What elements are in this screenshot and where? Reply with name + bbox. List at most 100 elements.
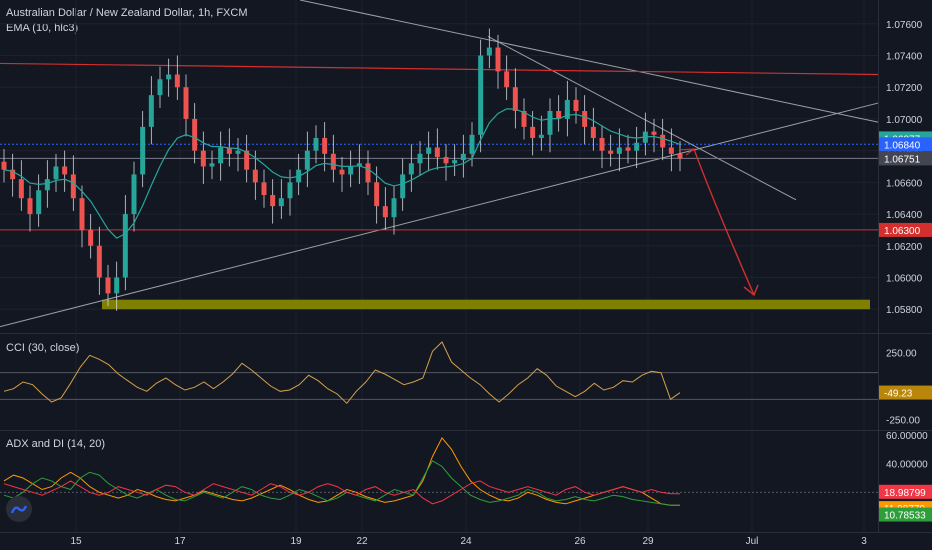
- x-tick-label: 19: [290, 536, 302, 547]
- candle: [157, 79, 163, 96]
- y-tick-label: 1.06600: [886, 178, 923, 189]
- y-tick-label: 1.07600: [886, 20, 923, 31]
- candle: [96, 245, 102, 278]
- candle: [382, 206, 388, 218]
- candle: [400, 174, 406, 199]
- candle: [495, 47, 501, 72]
- candle: [88, 229, 94, 246]
- candle: [114, 277, 120, 294]
- candle: [53, 166, 59, 180]
- y-tick-label: 1.07200: [886, 83, 923, 94]
- candle: [365, 163, 371, 183]
- candle: [608, 150, 614, 154]
- candle: [478, 55, 484, 135]
- y-tick-label: 1.07000: [886, 115, 923, 126]
- candle: [564, 99, 570, 119]
- candle: [330, 153, 336, 170]
- candle: [140, 126, 146, 175]
- candle: [504, 71, 510, 88]
- candle: [668, 147, 674, 154]
- candle: [235, 150, 241, 154]
- value-label-box: [879, 484, 932, 499]
- ema-line: [3, 108, 681, 239]
- candle: [417, 153, 423, 164]
- price-label: 1.06751: [884, 154, 921, 165]
- cci-value-label: -49.23: [884, 389, 913, 400]
- price-label-box: [879, 151, 932, 166]
- candle: [18, 179, 24, 199]
- x-tick-label: Jul: [746, 536, 759, 547]
- adx-value-label: 10.78533: [884, 511, 926, 522]
- falling-trendline: [299, 0, 879, 123]
- x-tick-label: 3: [861, 536, 867, 547]
- chart-title: Australian Dollar / New Zealand Dollar, …: [6, 7, 248, 19]
- projection-arrow: [679, 148, 696, 156]
- candle: [660, 134, 666, 148]
- value-label-box: [879, 507, 932, 522]
- logo-icon: [6, 496, 32, 522]
- candle: [556, 111, 562, 119]
- adx-value-label: 18.98799: [884, 488, 926, 499]
- candle: [521, 111, 527, 127]
- candle: [538, 134, 544, 138]
- candle: [426, 147, 432, 154]
- candle: [512, 87, 518, 111]
- candle: [322, 137, 328, 154]
- adx-series-line: [3, 436, 680, 506]
- falling-trendline: [487, 36, 797, 201]
- y-tick-label: 60.00000: [886, 431, 928, 442]
- candle: [27, 198, 33, 215]
- projection-arrow: [693, 148, 755, 296]
- value-label-box: [879, 385, 932, 400]
- candle: [131, 174, 137, 215]
- candle: [356, 163, 362, 167]
- candle: [391, 198, 397, 218]
- price-label-box: [879, 137, 932, 152]
- candle: [599, 137, 605, 151]
- candle: [452, 160, 458, 164]
- candle: [226, 147, 232, 154]
- price-label: 1.06840: [884, 140, 921, 151]
- candle: [10, 169, 16, 180]
- candle: [547, 111, 553, 135]
- x-tick-label: 17: [174, 536, 186, 547]
- candle: [443, 156, 449, 164]
- cci-legend: CCI (30, close): [6, 342, 80, 354]
- candle: [634, 142, 640, 151]
- candle: [192, 118, 198, 151]
- support-zone: [102, 299, 870, 310]
- candle: [486, 47, 492, 56]
- price-label: 1.06300: [884, 226, 921, 237]
- projection-arrowhead: [743, 284, 759, 297]
- x-tick-label: 26: [574, 536, 586, 547]
- candle: [122, 214, 128, 278]
- adx-series-line: [3, 460, 680, 506]
- candle: [616, 147, 622, 154]
- candle: [651, 131, 657, 135]
- candle: [469, 134, 475, 154]
- resistance-line: [0, 62, 879, 76]
- price-label-box: [879, 222, 932, 237]
- y-tick-label: 1.07400: [886, 52, 923, 63]
- candle: [252, 169, 258, 183]
- candle: [79, 198, 85, 230]
- candle: [70, 174, 76, 199]
- candle: [44, 179, 50, 191]
- candle: [278, 198, 284, 207]
- ema-legend: EMA (10, hlc3): [6, 22, 79, 34]
- y-tick-label: 1.06200: [886, 242, 923, 253]
- candle: [625, 147, 631, 151]
- y-tick-label: 1.06400: [886, 210, 923, 221]
- x-tick-label: 15: [70, 536, 82, 547]
- candle: [62, 166, 68, 175]
- x-tick-label: 22: [356, 536, 368, 547]
- candle: [261, 182, 267, 196]
- candle: [1, 161, 7, 170]
- candle: [105, 277, 111, 294]
- x-tick-label: 29: [642, 536, 654, 547]
- candle: [304, 150, 310, 170]
- candle: [590, 126, 596, 138]
- y-tick-label: 1.06000: [886, 274, 923, 285]
- candle: [183, 87, 189, 119]
